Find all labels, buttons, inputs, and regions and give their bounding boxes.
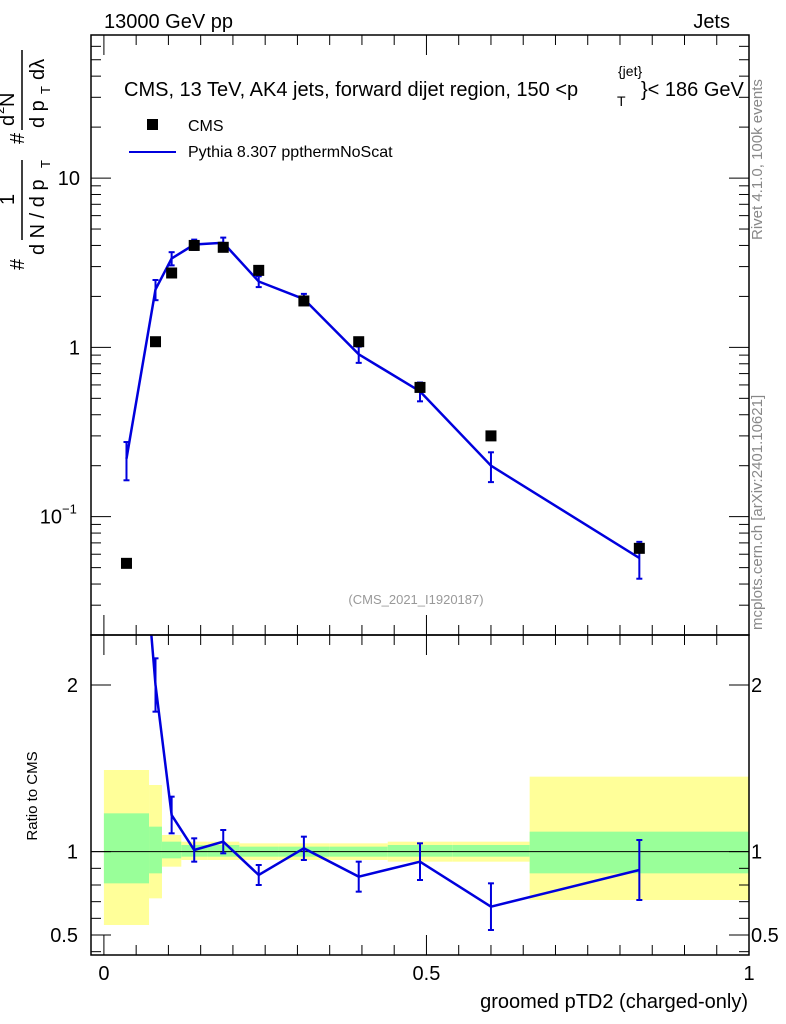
x-tick-label: 1 [743,963,754,985]
ratio-band-inner [452,845,530,857]
cms-data-point [217,241,229,253]
ratio-band-inner [149,826,162,874]
svg-text:#: # [7,258,29,270]
energy-label: 13000 GeV pp [104,11,233,33]
plot-title-prefix: CMS, 13 TeV, AK4 jets, forward dijet reg… [124,79,578,101]
main-ytick-label: 10 [40,507,62,529]
svg-text:dλ: dλ [27,59,49,80]
plot-title-sup: {jet} [618,63,642,79]
main-ytick-label: 1 [69,337,80,359]
category-label: Jets [693,11,730,33]
main-data-marks [120,236,645,580]
legend: CMS Pythia 8.307 ppthermNoScat [129,118,393,161]
mc-series-line [125,241,640,560]
ratio-ylabel: Ratio to CMS [24,751,41,840]
cms-data-point [414,381,426,393]
plot-title-sub: T [617,93,626,109]
ratio-axis-ticks: 0.5 0.5 1 1 2 2 [50,675,779,953]
x-axis-label: groomed pTD2 (charged-only) [480,991,748,1013]
cms-data-point [120,557,132,569]
plot-title: CMS, 13 TeV, AK4 jets, forward dijet reg… [124,63,745,109]
main-ytick-label: 10 [58,168,80,190]
cms-data-point [485,430,497,442]
cms-data-point [188,239,200,251]
ratio-panel-frame [90,634,750,956]
x-tick-label: 0 [98,963,109,985]
legend-data-marker [147,119,158,130]
main-ylabel: # 1 d N / d p T # d 2 N d p T dλ [0,50,53,270]
main-ytick-label-exp: −1 [62,502,77,517]
legend-data-label: CMS [188,118,224,135]
plot-title-suffix: }< 186 GeV [641,79,745,101]
cms-data-point [353,336,365,348]
svg-text:2: 2 [0,107,7,114]
x-tick-label: 0.5 [413,963,441,985]
ratio-ytick-label: 0.5 [50,925,78,947]
ratio-ytick-label: 1 [67,842,78,864]
ratio-ytick-label-right: 2 [751,675,762,697]
svg-text:T: T [38,160,53,168]
svg-text:N: N [0,93,19,107]
cms-data-point [253,264,265,276]
legend-mc-label: Pythia 8.307 ppthermNoScat [188,144,393,161]
analysis-tag: (CMS_2021_I1920187) [348,592,483,607]
svg-text:#: # [7,132,29,144]
svg-text:1: 1 [0,194,19,205]
ratio-data-marks [150,634,643,931]
cms-data-point [166,267,178,279]
svg-text:T: T [38,86,53,94]
cms-data-point [298,295,310,307]
svg-text:d N / d p: d N / d p [27,179,49,255]
ratio-band-inner [161,841,182,859]
svg-text:d: d [0,115,19,126]
svg-text:d p: d p [27,100,49,128]
ratio-ytick-label: 2 [67,675,78,697]
mcplots-label: mcplots.cern.ch [arXiv:2401.10621] [749,395,766,630]
cms-data-point [633,542,645,554]
rivet-version-label: Rivet 4.1.0, 100k events [749,79,766,240]
ratio-ytick-label-right: 0.5 [751,925,779,947]
ratio-band-inner [103,813,150,884]
x-axis-ticks: 0 0.5 1 [98,35,755,985]
ratio-ytick-label-right: 1 [751,842,762,864]
cms-data-point [150,336,162,348]
